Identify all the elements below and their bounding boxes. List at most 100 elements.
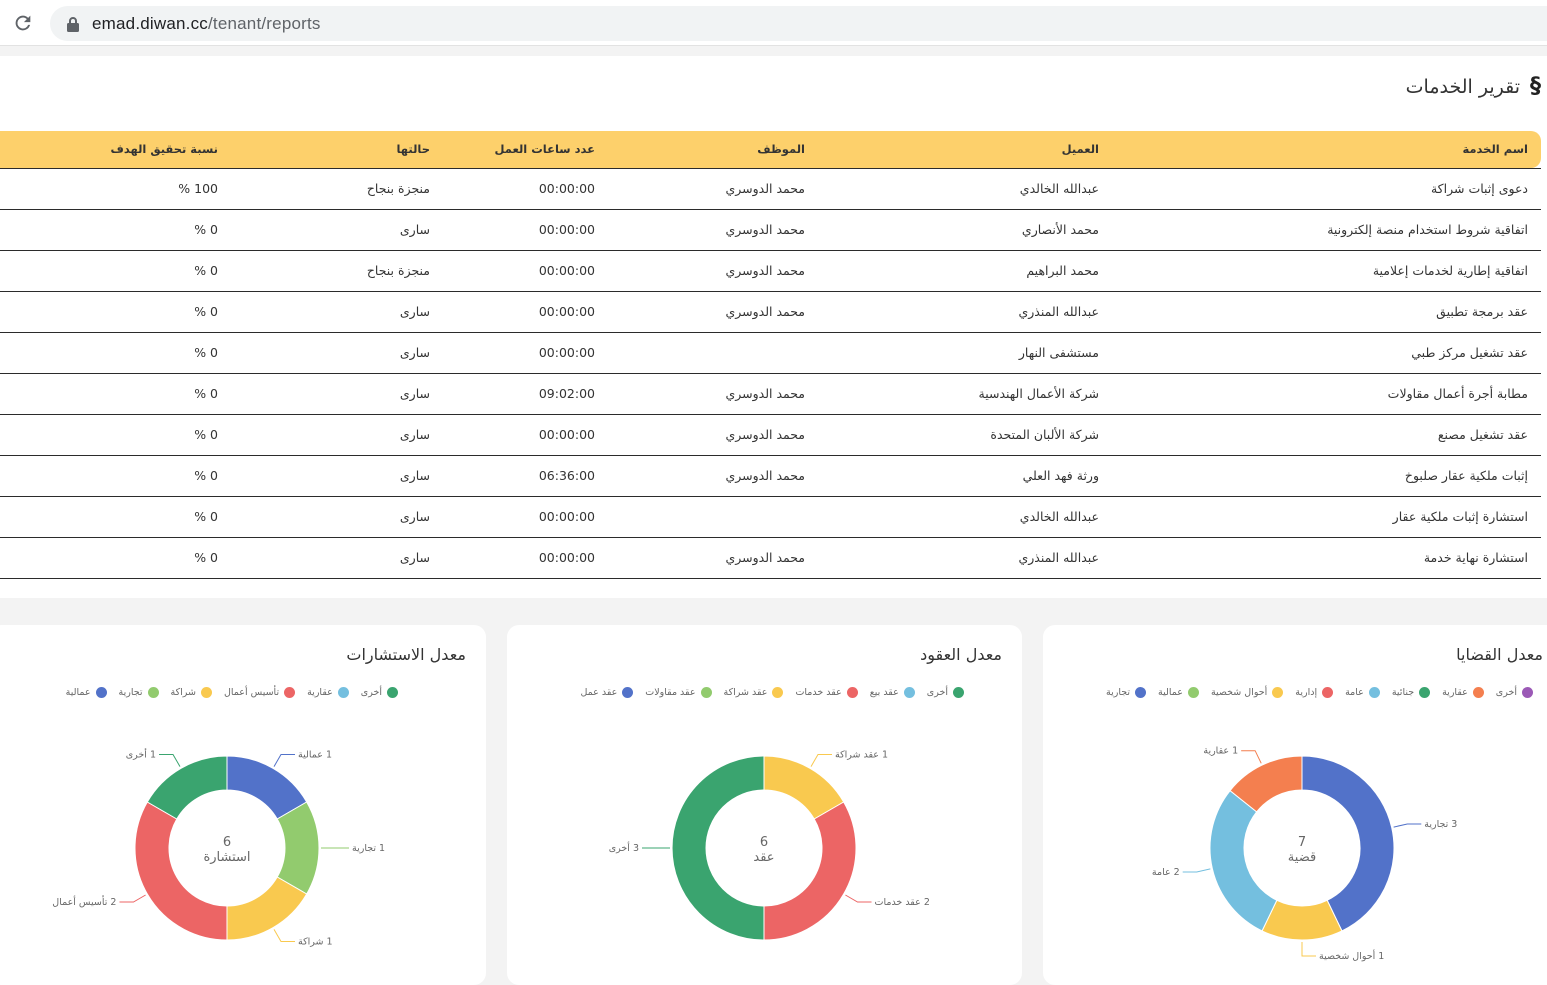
cases-slice[interactable]	[1301, 755, 1395, 932]
table-row[interactable]: اتفاقية شروط استخدام منصة إلكترونية محمد …	[0, 209, 1541, 251]
cell-employee-name	[595, 332, 805, 374]
consultations-legend-item[interactable]: عقارية	[307, 687, 349, 698]
table-row[interactable]: مطابة أجرة أعمال مقاولات شركة الأعمال اله…	[0, 373, 1541, 415]
table-row[interactable]: استشارة إثبات ملكية عقار عبدالله الخالدي 0…	[0, 496, 1541, 538]
consultations-legend-item[interactable]: شراكة	[171, 687, 212, 698]
consultations-legend-item[interactable]: عمالية	[66, 687, 107, 698]
contracts-legend-item[interactable]: عقد مقاولات	[645, 687, 712, 698]
column-header-service[interactable]: اسم الخدمة	[1099, 131, 1541, 168]
cell-service-name: عقد برمجة تطبيق	[1099, 291, 1541, 333]
lock-icon[interactable]	[66, 16, 80, 32]
slice-data-label: 1 شراكة	[298, 937, 333, 948]
cell-client-name: عبدالله المنذري	[805, 537, 1099, 579]
cell-service-name: دعوى إثبات شراكة	[1099, 167, 1541, 210]
cases-slice[interactable]	[1229, 755, 1303, 813]
cases-legend-item[interactable]: جنائية	[1392, 687, 1431, 698]
cell-client-name: شركة الأعمال الهندسية	[805, 373, 1099, 415]
consultations-rate-title: معدل الاستشارات	[346, 645, 466, 664]
cell-service-name: عقد تشغيل مصنع	[1099, 414, 1541, 456]
legend-label: إدارية	[1295, 687, 1318, 698]
cell-client-name: مستشفى النهار	[805, 332, 1099, 374]
column-header-employee[interactable]: الموظف	[595, 131, 805, 168]
cell-employee-name: محمد الدوسري	[595, 250, 805, 292]
cell-work-hours: 09:02:00	[430, 373, 595, 415]
services-report: § تقرير الخدمات اسم الخدمة العميل الموظف…	[0, 56, 1547, 598]
cell-work-hours: 00:00:00	[430, 291, 595, 333]
cell-employee-name: محمد الدوسري	[595, 537, 805, 579]
consultations-slice[interactable]	[146, 755, 228, 820]
column-header-client[interactable]: العميل	[805, 131, 1099, 168]
slice-leader-line	[1241, 750, 1262, 764]
column-header-status[interactable]: حالتها	[218, 131, 430, 168]
table-row[interactable]: عقد برمجة تطبيق عبدالله المنذري محمد الدوس…	[0, 291, 1541, 333]
cases-slice[interactable]	[1209, 789, 1278, 932]
legend-label: عقد عمل	[580, 687, 618, 698]
donut-center-label: استشارة	[203, 850, 250, 865]
cases-legend-item[interactable]: أخرى	[1496, 687, 1533, 698]
consultations-legend-item[interactable]: تجارية	[119, 687, 159, 698]
section-icon: §	[1530, 74, 1541, 99]
cases-legend-item[interactable]: عقارية	[1442, 687, 1484, 698]
contracts-legend-item[interactable]: أخرى	[927, 687, 964, 698]
cell-target-ratio: 0 %	[0, 455, 218, 497]
cell-client-name: عبدالله المنذري	[805, 291, 1099, 333]
cell-employee-name	[595, 496, 805, 538]
legend-label: عقد خدمات	[795, 687, 842, 698]
cell-status: سارى	[218, 496, 430, 538]
contracts-legend-item[interactable]: عقد شراكة	[724, 687, 784, 698]
slice-leader-line	[273, 753, 295, 767]
legend-label: أخرى	[360, 687, 382, 698]
cell-status: منجزة بنجاح	[218, 250, 430, 292]
slice-data-label: 1 تجارية	[352, 843, 385, 854]
legend-dot-icon	[1135, 687, 1147, 698]
cases-legend-item[interactable]: عمالية	[1158, 687, 1199, 698]
cases-legend: أخرى عقارية جنائية عامة إدارية أحوال شخصية عما…	[1106, 687, 1533, 698]
contracts-slice[interactable]	[671, 755, 765, 941]
slice-leader-line	[159, 753, 181, 767]
table-row[interactable]: عقد تشغيل مصنع شركة الألبان المتحدة محمد ا…	[0, 414, 1541, 456]
table-row[interactable]: إثبات ملكية عقار صلبوخ ورثة فهد العلي محمد…	[0, 455, 1541, 497]
consultations-legend-item[interactable]: تأسيس أعمال	[224, 687, 296, 698]
consultations-legend-item[interactable]: أخرى	[361, 687, 398, 698]
table-row[interactable]: استشارة نهاية خدمة عبدالله المنذري محمد ال…	[0, 537, 1541, 579]
legend-dot-icon	[700, 687, 712, 698]
slice-data-label: 2 عامة	[1152, 867, 1180, 878]
cell-status: سارى	[218, 291, 430, 333]
slice-leader-line	[810, 753, 832, 767]
contracts-slice[interactable]	[763, 801, 857, 941]
legend-label: عقد مقاولات	[645, 687, 696, 698]
cases-legend-item[interactable]: عامة	[1345, 687, 1380, 698]
column-header-target[interactable]: نسبة تحقيق الهدف	[0, 131, 218, 168]
donut-center-label: قضية	[1288, 850, 1316, 865]
cell-target-ratio: 0 %	[0, 291, 218, 333]
column-header-hours[interactable]: عدد ساعات العمل	[430, 131, 595, 168]
slice-data-label: 3 تجارية	[1424, 819, 1457, 830]
legend-dot-icon	[1272, 687, 1284, 698]
cases-legend-item[interactable]: تجارية	[1106, 687, 1147, 698]
contracts-legend-item[interactable]: عقد خدمات	[795, 687, 858, 698]
cases-legend-item[interactable]: إدارية	[1295, 687, 1334, 698]
url-text[interactable]: emad.diwan.cc/tenant/reports	[92, 14, 321, 33]
cell-service-name: استشارة إثبات ملكية عقار	[1099, 496, 1541, 538]
address-bar[interactable]: emad.diwan.cc/tenant/reports	[50, 6, 1547, 41]
legend-dot-icon	[284, 687, 296, 698]
table-row[interactable]: عقد تشغيل مركز طبي مستشفى النهار 00:00:00 س…	[0, 332, 1541, 374]
reload-icon[interactable]	[12, 12, 34, 34]
legend-dot-icon	[147, 687, 159, 698]
contracts-legend-item[interactable]: عقد بيع	[870, 687, 915, 698]
table-row[interactable]: دعوى إثبات شراكة عبدالله الخالدي محمد الدو…	[0, 167, 1541, 210]
cell-client-name: محمد البراهيم	[805, 250, 1099, 292]
cases-legend-item[interactable]: أحوال شخصية	[1211, 687, 1284, 698]
legend-dot-icon	[903, 687, 915, 698]
cell-work-hours: 00:00:00	[430, 332, 595, 374]
cell-service-name: اتفاقية إطارية لخدمات إعلامية	[1099, 250, 1541, 292]
table-row[interactable]: اتفاقية إطارية لخدمات إعلامية محمد البراه…	[0, 250, 1541, 292]
browser-toolbar: emad.diwan.cc/tenant/reports	[0, 0, 1547, 46]
donut-center-value: 6	[223, 835, 231, 850]
legend-label: تأسيس أعمال	[224, 687, 280, 698]
cell-client-name: محمد الأنصاري	[805, 209, 1099, 251]
cell-service-name: إثبات ملكية عقار صلبوخ	[1099, 455, 1541, 497]
contracts-legend-item[interactable]: عقد عمل	[580, 687, 634, 698]
consultations-slice[interactable]	[134, 801, 228, 941]
cell-work-hours: 00:00:00	[430, 209, 595, 251]
